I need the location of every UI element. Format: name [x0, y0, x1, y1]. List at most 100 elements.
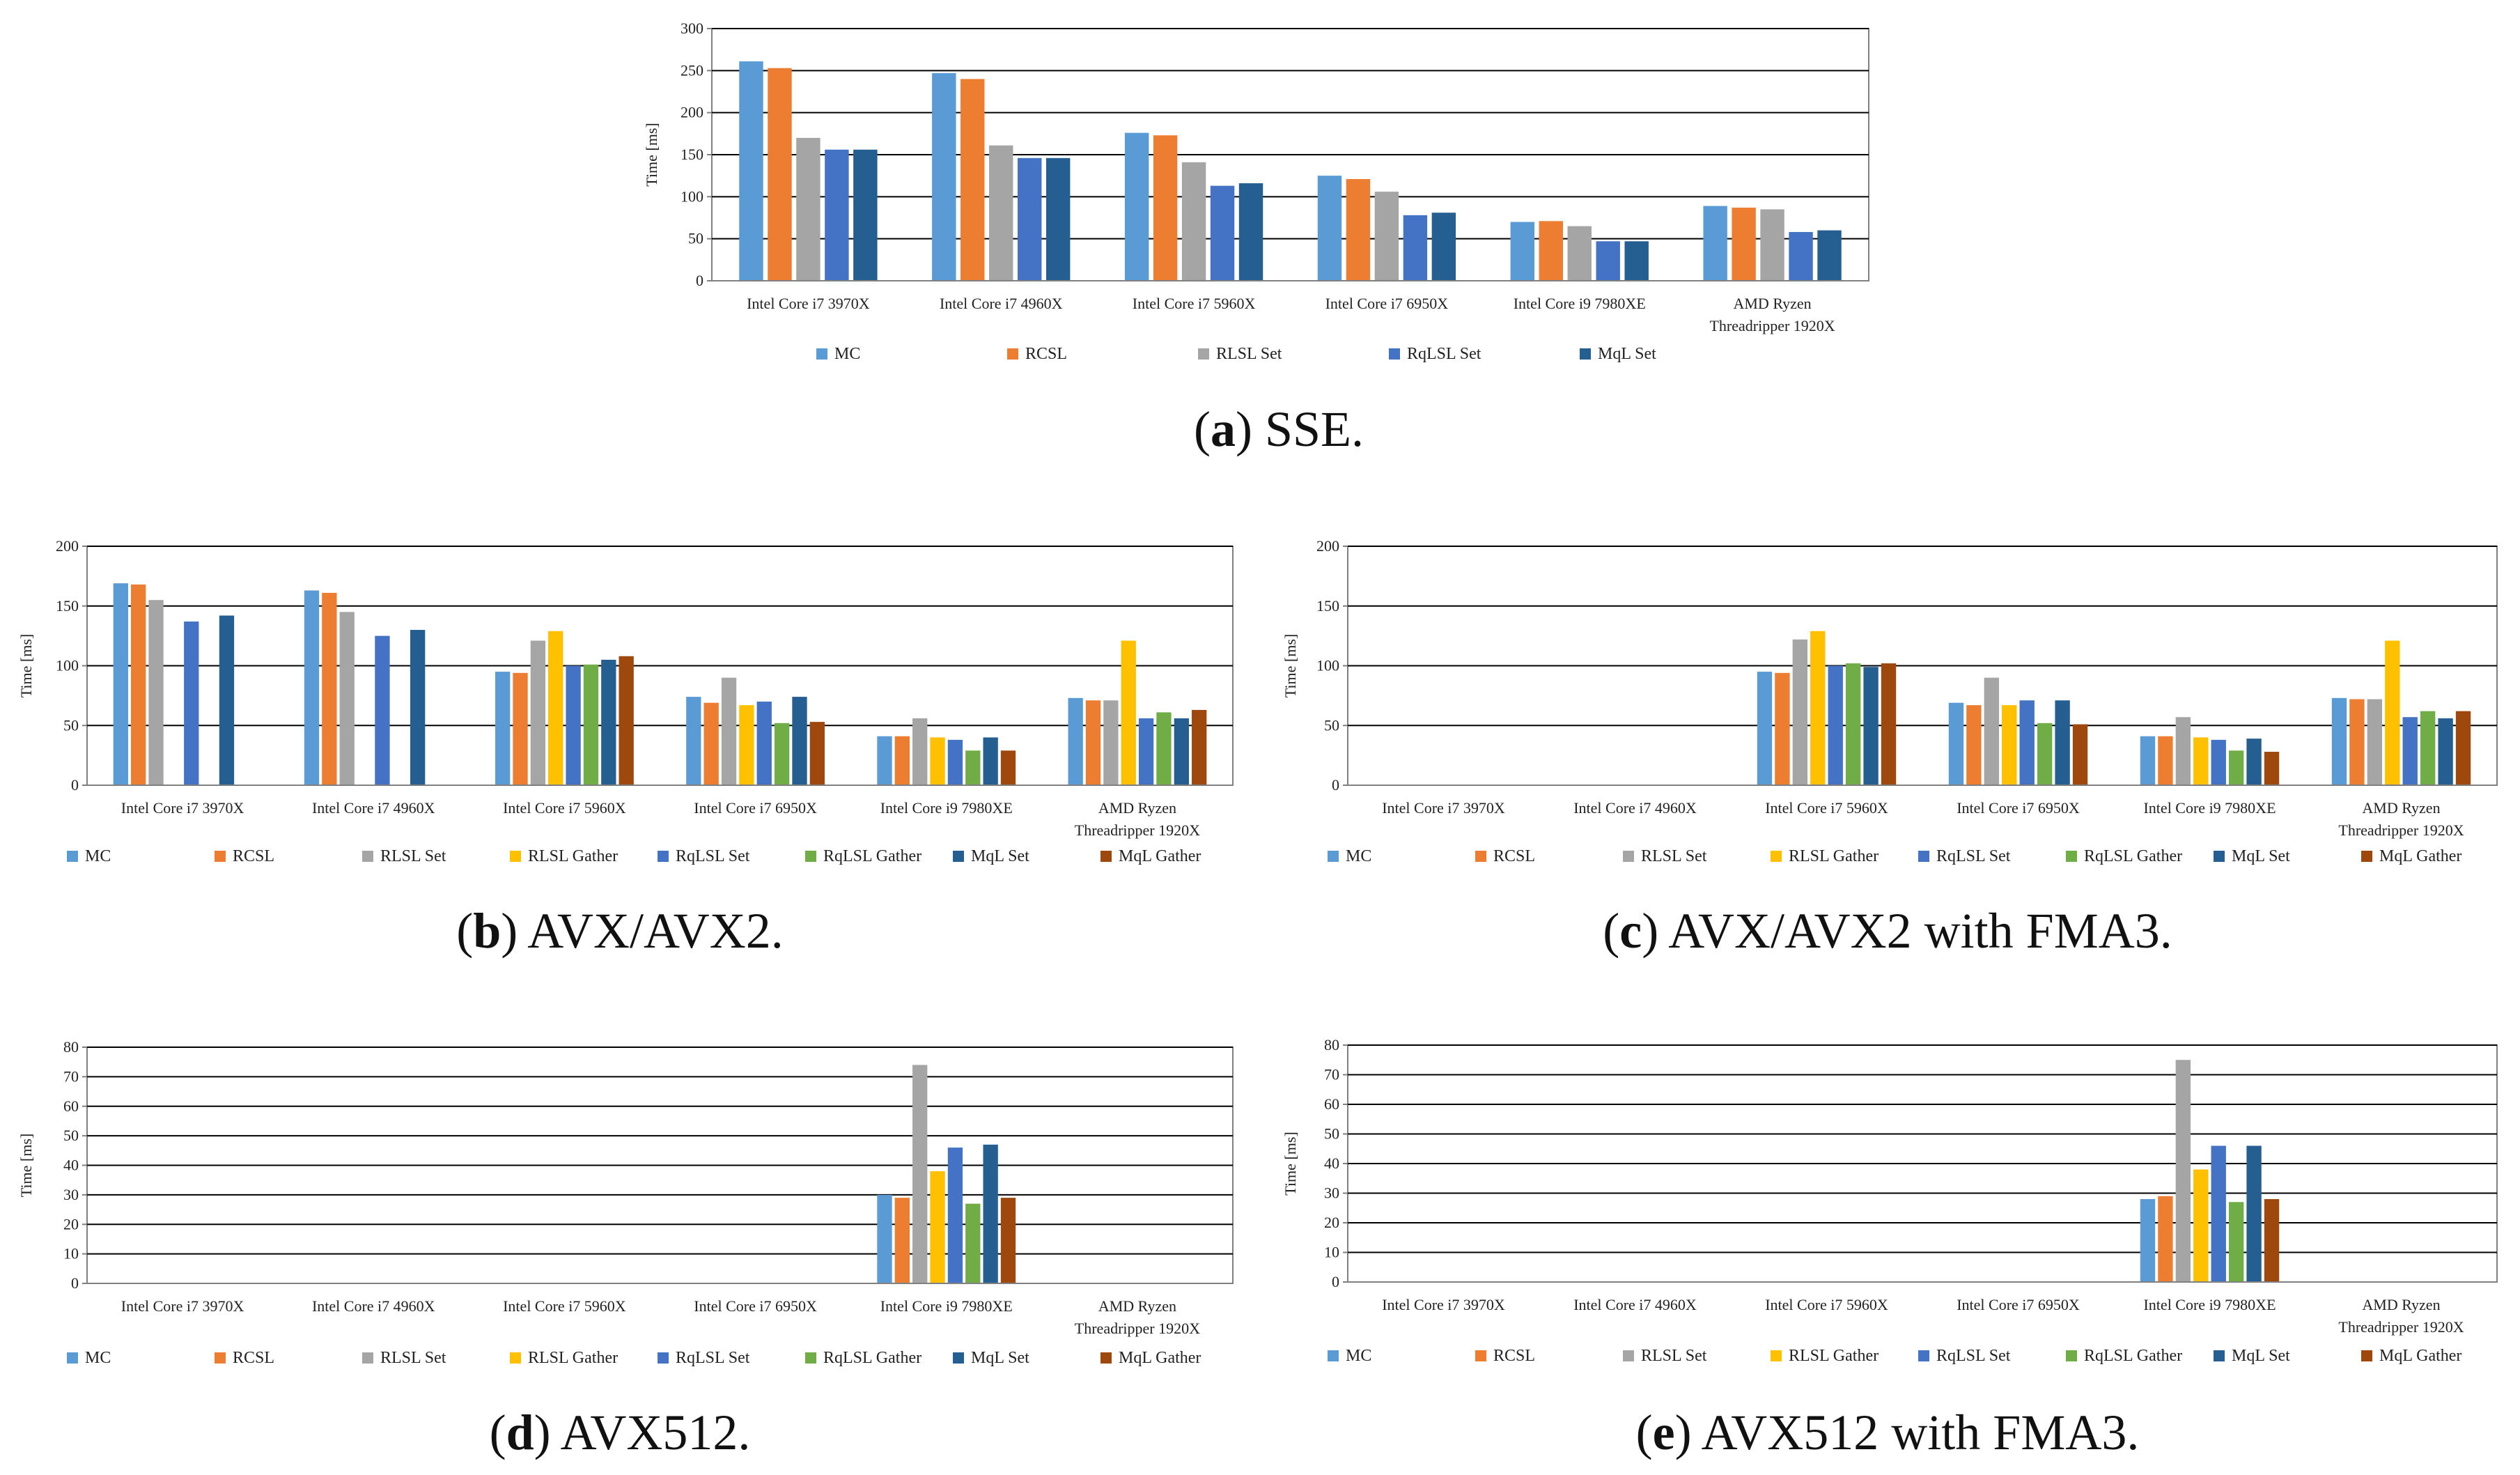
bar-rcsl	[1539, 221, 1563, 281]
caption-close: )	[501, 903, 518, 959]
bar-rqlsl-set	[1403, 215, 1428, 281]
bar-mc	[2140, 1199, 2156, 1282]
y-tick-label: 80	[1324, 1036, 1339, 1053]
legend-swatch	[2361, 851, 2372, 862]
y-tick-label: 200	[1316, 537, 1339, 555]
legend-swatch	[2214, 851, 2225, 862]
bar-rcsl	[894, 1198, 910, 1283]
legend-label: RLSL Set	[380, 1349, 446, 1367]
bar-rcsl	[2158, 736, 2173, 785]
caption-open: (	[1603, 903, 1619, 959]
bar-rlsl-gather	[2385, 640, 2400, 785]
legend-label: RCSL	[233, 1349, 274, 1367]
legend-swatch	[362, 1352, 373, 1364]
x-category-label: Threadripper 1920X	[2338, 1318, 2464, 1336]
y-tick-label: 0	[71, 776, 79, 794]
bar-mql-set	[219, 615, 235, 785]
y-tick-label: 40	[63, 1157, 79, 1174]
legend-swatch	[510, 851, 521, 862]
bar-rlsl-gather	[1810, 631, 1826, 785]
bar-rlsl-set	[2175, 717, 2191, 785]
bar-rqlsl-gather	[2420, 711, 2436, 785]
legend-label: RLSL Gather	[528, 1349, 618, 1367]
bar-mql-set	[2055, 700, 2070, 785]
caption-close: )	[1675, 1405, 1692, 1460]
bar-rlsl-gather	[1121, 640, 1136, 785]
bar-rlsl-set	[339, 612, 355, 785]
x-category-label: Intel Core i7 6950X	[694, 799, 817, 817]
legend-swatch	[805, 1352, 816, 1364]
caption-text: SSE.	[1252, 401, 1364, 457]
legend-swatch	[67, 851, 78, 862]
y-tick-label: 0	[696, 272, 703, 289]
caption-open: (	[1194, 401, 1211, 457]
legend-swatch	[953, 851, 964, 862]
legend-swatch	[1100, 1352, 1112, 1364]
y-tick-label: 50	[688, 230, 703, 247]
y-axis-label: Time [ms]	[1282, 1132, 1299, 1195]
bar-mc	[1703, 206, 1727, 281]
bar-rqlsl-gather	[1845, 663, 1861, 785]
legend-swatch	[1007, 348, 1018, 360]
bar-rlsl-set	[1374, 192, 1399, 281]
x-category-label: Intel Core i7 5960X	[1765, 799, 1888, 817]
bar-rqlsl-gather	[1156, 712, 1172, 785]
legend-swatch	[67, 1352, 78, 1364]
bar-rlsl-set	[721, 677, 737, 785]
bar-mc	[877, 736, 892, 785]
y-tick-label: 50	[1324, 716, 1339, 734]
legend-label: MqL Gather	[1119, 1349, 1201, 1367]
bar-rqlsl-set	[566, 665, 581, 785]
bar-mc	[1317, 176, 1342, 281]
bar-rlsl-gather	[739, 705, 754, 785]
caption-text: AVX512 with FMA3.	[1692, 1405, 2140, 1460]
bar-rqlsl-set	[1789, 232, 1813, 281]
legend-label: RqLSL Gather	[823, 847, 921, 865]
y-tick-label: 0	[1332, 1273, 1339, 1290]
legend-swatch	[1771, 1350, 1782, 1361]
bar-rlsl-set	[2367, 699, 2383, 785]
bar-mql-gather	[1000, 1198, 1016, 1283]
legend-label: RLSL Gather	[1789, 1347, 1879, 1365]
y-tick-label: 150	[680, 146, 703, 163]
caption-letter: b	[473, 903, 501, 959]
legend-swatch	[1580, 348, 1591, 360]
bar-rcsl	[768, 68, 792, 281]
legend-label: MqL Set	[2232, 1347, 2290, 1365]
legend-label: RqLSL Set	[676, 1349, 750, 1367]
bar-mc	[877, 1194, 892, 1283]
legend-label: MqL Set	[971, 847, 1029, 865]
legend-label: RCSL	[1493, 847, 1535, 865]
legend-label: MqL Set	[2232, 847, 2290, 865]
bar-rlsl-set	[1103, 700, 1119, 785]
x-category-label: Intel Core i7 6950X	[1957, 799, 2080, 817]
caption-text: AVX/AVX2 with FMA3.	[1658, 903, 2172, 959]
legend-label: MC	[1346, 1347, 1371, 1365]
legend-swatch	[215, 851, 226, 862]
y-tick-label: 100	[56, 657, 79, 674]
legend-swatch	[953, 1352, 964, 1364]
bar-rqlsl-gather	[2228, 750, 2244, 785]
bar-rlsl-set	[912, 1065, 928, 1283]
legend-swatch	[1918, 851, 1929, 862]
y-tick-label: 60	[63, 1097, 79, 1115]
bar-rlsl-set	[1567, 226, 1592, 281]
x-category-label: AMD Ryzen	[2362, 1296, 2440, 1313]
legend-label: RLSL Gather	[528, 847, 618, 865]
legend-label: MqL Gather	[2379, 1347, 2461, 1365]
bar-rlsl-gather	[2193, 737, 2209, 785]
x-category-label: Intel Core i9 7980XE	[2143, 799, 2276, 817]
caption-close: )	[1642, 903, 1658, 959]
bar-mc	[1948, 702, 1964, 785]
legend-swatch	[1100, 851, 1112, 862]
legend-label: RLSL Set	[1216, 345, 1282, 363]
legend-label: MC	[834, 345, 860, 363]
y-tick-label: 150	[1316, 597, 1339, 615]
bar-rqlsl-set	[375, 635, 390, 785]
bar-rcsl	[2158, 1196, 2173, 1282]
chart-panel-e: 0 10 20 30 40 50 60 70 80 Time [ms] Intel Core i7 …	[1282, 1036, 2498, 1460]
x-category-label: Intel Core i7 3970X	[121, 1297, 244, 1315]
bar-rqlsl-set	[1018, 157, 1042, 281]
legend-label: MqL Set	[1598, 345, 1656, 363]
